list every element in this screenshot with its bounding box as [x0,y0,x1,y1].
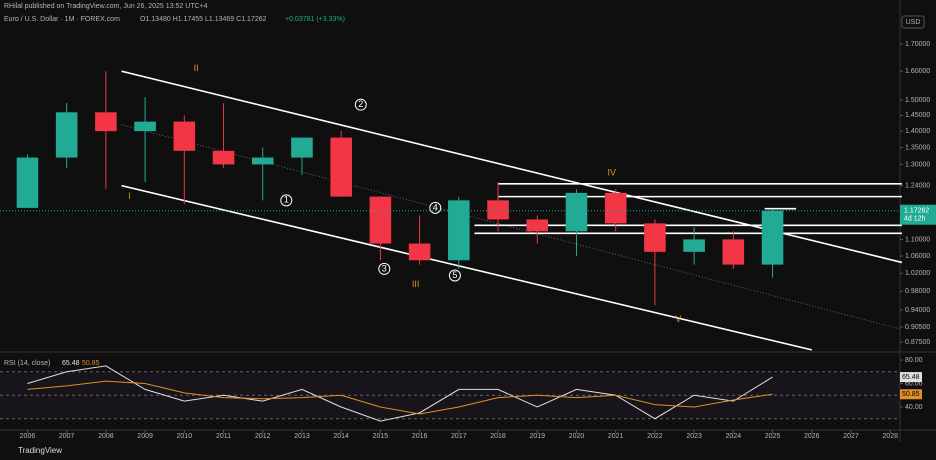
y-tick-label: 1.35000 [905,144,930,151]
x-tick-label: 2014 [333,433,349,440]
y-tick-label: 60.00 [905,380,923,387]
candle-body [330,137,352,197]
candle-body [134,121,156,132]
wave-label: 5 [452,270,457,280]
x-tick-label: 2012 [255,433,271,440]
countdown: 4d 12h [904,216,926,223]
candle-body [95,112,117,132]
y-tick-label: 1.60000 [905,68,930,75]
rsi-line [27,380,773,415]
x-tick-label: 2020 [569,433,585,440]
y-tick-label: 1.40000 [905,128,930,135]
currency-box [901,15,925,29]
candle-body [644,223,666,252]
wave-circle [448,269,461,282]
rsi-line [27,365,773,422]
candle-body [212,150,235,165]
rsi-axis-value: 50.85 [902,391,920,398]
ohlc: O1.13480 H1.17455 L1.13469 C1.17262 [140,16,267,23]
x-tick-label: 2028 [882,433,898,440]
change: +0.03781 (+3.33%) [285,16,345,23]
candle-body [683,239,705,252]
x-tick-label: 2009 [137,433,153,440]
symbol: Euro / U.S. Dollar · 1M · FOREX.com [4,16,120,23]
candle-body [448,200,470,261]
x-tick-label: 2026 [804,433,820,440]
x-tick-label: 2010 [177,433,193,440]
y-tick-label: 1.10000 [905,236,930,243]
last-price: 1.17262 [904,208,929,215]
wave-label: 1 [284,195,289,205]
x-tick-label: 2022 [647,433,663,440]
trend-line [121,124,903,330]
rsi-value-box [900,372,922,383]
trend-line [121,184,812,351]
rsi-title: RSI (14, close) [4,360,50,367]
y-tick-label: 1.24000 [905,182,930,189]
y-tick-label: 1.02000 [905,270,930,277]
wave-label: IV [608,168,617,178]
candle-body [251,157,274,165]
wave-label: III [412,279,420,289]
x-tick-label: 2008 [98,433,114,440]
x-tick-label: 2021 [608,433,624,440]
rsi-value: 50.85 [82,360,100,367]
wave-label: V [675,314,681,324]
x-tick-label: 2015 [373,433,389,440]
brand: TradingView [18,446,62,455]
y-tick-label: 40.00 [905,404,923,411]
x-tick-label: 2019 [529,433,545,440]
y-tick-label: 0.94000 [905,307,930,314]
x-tick-label: 2017 [451,433,467,440]
wave-circle [378,262,391,275]
candle-body [16,157,39,208]
x-tick-label: 2016 [412,433,428,440]
publisher: RHilal published on TradingView.com, Jun… [4,3,208,10]
wave-circle [354,98,367,111]
wave-label: 4 [433,202,438,212]
rsi-value-box [900,389,922,400]
x-tick-label: 2011 [216,433,231,440]
y-tick-label: 1.45000 [905,112,930,119]
y-tick-label: 1.70000 [905,41,930,48]
candle-body [565,192,588,232]
candle-body [173,121,196,151]
x-tick-label: 2023 [686,433,702,440]
y-tick-label: 1.50000 [905,97,930,104]
wave-label: 2 [358,99,363,109]
x-tick-label: 2013 [294,433,310,440]
x-tick-label: 2025 [765,433,781,440]
y-tick-label: 0.90500 [905,324,930,331]
x-tick-label: 2027 [843,433,859,440]
candle-body [761,210,784,265]
wave-label: 3 [382,263,387,273]
x-tick-label: 2007 [59,433,75,440]
y-tick-label: 1.06000 [905,253,930,260]
candle-body [487,200,509,220]
wave-circle [429,201,442,214]
candle-body [722,239,745,265]
wave-circle [280,194,293,207]
x-tick-label: 2024 [726,433,742,440]
candle-body [604,192,627,224]
y-tick-label: 80.00 [905,357,923,364]
y-tick-label: 0.98000 [905,288,930,295]
candle-body [291,137,313,158]
wave-label: I [128,191,131,201]
rsi-value: 65.48 [62,360,80,367]
candle-body [526,219,549,232]
candle-body [369,196,392,244]
currency: USD [906,19,921,26]
candle-body [408,243,431,261]
y-tick-label: 0.87500 [905,339,930,346]
x-tick-label: 2018 [490,433,506,440]
candle-body [55,112,78,158]
x-tick-label: 2006 [20,433,36,440]
rsi-axis-value: 65.48 [902,374,920,381]
wave-label: II [194,63,199,73]
last-price-box [900,204,936,225]
y-tick-label: 1.30000 [905,161,930,168]
